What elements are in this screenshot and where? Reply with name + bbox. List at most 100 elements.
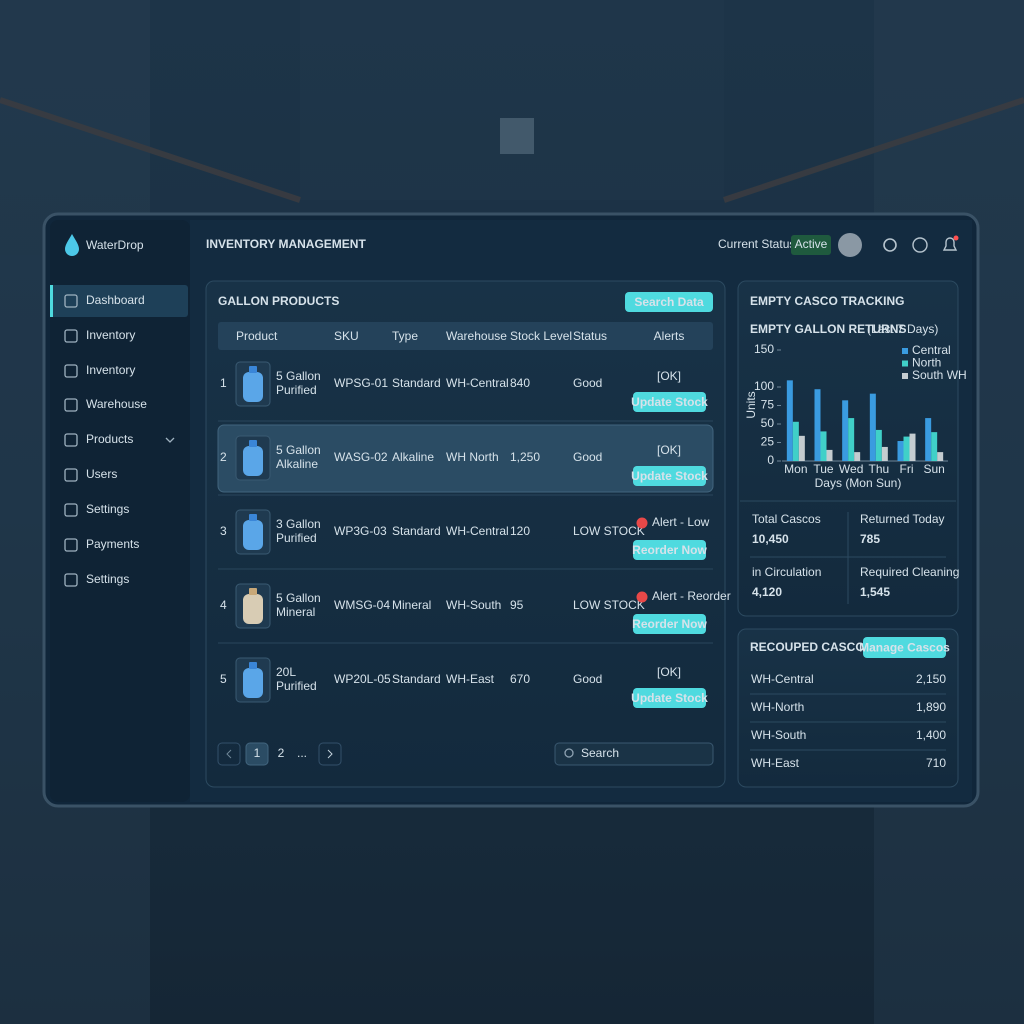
warehouse: WH-Central xyxy=(446,524,509,538)
search-icon xyxy=(564,748,574,758)
nav-icon xyxy=(64,433,78,447)
bar xyxy=(909,433,916,461)
avatar[interactable] xyxy=(838,233,862,257)
status-badge xyxy=(791,235,831,255)
column-header: Status xyxy=(573,329,607,343)
page-next[interactable] xyxy=(318,742,342,766)
product-name: Purified xyxy=(276,679,317,693)
legend-label: North xyxy=(912,356,941,370)
nav-item[interactable]: Users xyxy=(86,467,117,481)
row-action-button-label: Update Stock xyxy=(631,691,708,705)
panel-title: GALLON PRODUCTS xyxy=(218,294,339,308)
recouped-count: 710 xyxy=(926,756,946,770)
nav-item[interactable]: Settings xyxy=(86,572,129,586)
nav-icon xyxy=(64,468,78,482)
page-number[interactable]: ... xyxy=(297,746,307,760)
status-value: Active xyxy=(795,237,828,251)
bar xyxy=(937,452,944,461)
bar xyxy=(903,436,910,461)
page-number[interactable]: 2 xyxy=(278,746,285,760)
recouped-panel xyxy=(737,628,959,788)
products-panel xyxy=(205,280,726,788)
sku: WMSG-04 xyxy=(334,598,390,612)
column-header: Alerts xyxy=(654,329,685,343)
warehouse: WH-Central xyxy=(446,376,509,390)
row-number: 3 xyxy=(220,524,227,538)
status: Good xyxy=(573,376,602,390)
row-action-button[interactable] xyxy=(633,540,706,560)
alert-ok: [OK] xyxy=(657,443,681,457)
page-prev-arrow xyxy=(226,749,232,759)
page-next-arrow xyxy=(327,749,333,759)
bar xyxy=(786,380,793,461)
sidebar xyxy=(50,220,190,802)
search-box[interactable] xyxy=(554,742,714,766)
alert-text: Alert - Reorder xyxy=(652,589,731,603)
row-number: 4 xyxy=(220,598,227,612)
product-bottle xyxy=(243,446,263,476)
alert-text: Alert - Low xyxy=(652,515,710,529)
bar xyxy=(848,418,855,461)
stat-label: in Circulation xyxy=(752,565,821,579)
bar xyxy=(792,421,799,461)
row-action-button[interactable] xyxy=(633,614,706,634)
nav-icon xyxy=(64,503,78,517)
y-axis-label: Units xyxy=(744,391,758,418)
status: Good xyxy=(573,672,602,686)
recouped-count: 1,400 xyxy=(916,728,946,742)
search-data-button[interactable] xyxy=(625,292,713,312)
settings-icon[interactable] xyxy=(883,238,897,252)
row-action-button-label: Update Stock xyxy=(631,469,708,483)
nav-item[interactable]: Settings xyxy=(86,502,129,516)
search-placeholder: Search xyxy=(581,746,619,760)
type: Mineral xyxy=(392,598,431,612)
page-current[interactable] xyxy=(245,742,269,766)
sku: WASG-02 xyxy=(334,450,388,464)
help-icon[interactable] xyxy=(912,237,928,253)
y-tick-label: 50 xyxy=(761,416,775,430)
row-action-button[interactable] xyxy=(633,688,706,708)
nav-item[interactable]: Warehouse xyxy=(86,397,147,411)
bar xyxy=(875,429,882,461)
page-prev[interactable] xyxy=(217,742,241,766)
nav-item[interactable]: Dashboard xyxy=(86,293,145,307)
row-action-button-label: Reorder Now xyxy=(632,543,707,557)
product-bottle-neck xyxy=(249,662,257,669)
row-action-button[interactable] xyxy=(633,466,706,486)
stock-level: 120 xyxy=(510,524,530,538)
brand-logo xyxy=(65,234,79,256)
warehouse: WH North xyxy=(446,450,499,464)
product-name: Purified xyxy=(276,531,317,545)
column-header: Stock Level xyxy=(510,329,572,343)
stock-level: 840 xyxy=(510,376,530,390)
product-bottle xyxy=(243,372,263,402)
column-header: Type xyxy=(392,329,418,343)
page-number[interactable]: 1 xyxy=(254,746,261,760)
sku: WP3G-03 xyxy=(334,524,387,538)
recouped-warehouse: WH-North xyxy=(751,700,804,714)
legend-swatch xyxy=(902,348,908,354)
manage-cascos-button[interactable] xyxy=(863,637,946,658)
bar xyxy=(931,432,938,461)
product-name: 5 Gallon xyxy=(276,369,321,383)
legend-swatch xyxy=(902,360,908,367)
alert-icon xyxy=(636,591,648,603)
type: Standard xyxy=(392,672,441,686)
product-bottle-neck xyxy=(249,514,257,521)
nav-item[interactable]: Inventory xyxy=(86,328,135,342)
product-bottle xyxy=(243,594,263,624)
nav-active-bar xyxy=(50,285,53,317)
x-tick-label: Wed xyxy=(839,462,863,476)
row-action-button[interactable] xyxy=(633,392,706,412)
warehouse: WH-South xyxy=(446,598,501,612)
x-tick-label: Fri xyxy=(900,462,914,476)
y-tick-label: 100 xyxy=(754,379,774,393)
row-action-button-label: Update Stock xyxy=(631,395,708,409)
nav-item[interactable]: Inventory xyxy=(86,363,135,377)
nav-item[interactable]: Payments xyxy=(86,537,139,551)
stock-level: 95 xyxy=(510,598,524,612)
notification-icon[interactable] xyxy=(942,237,958,251)
nav-item[interactable]: Products xyxy=(86,432,133,446)
nav-icon xyxy=(64,538,78,552)
legend-label: South WH xyxy=(912,368,967,382)
